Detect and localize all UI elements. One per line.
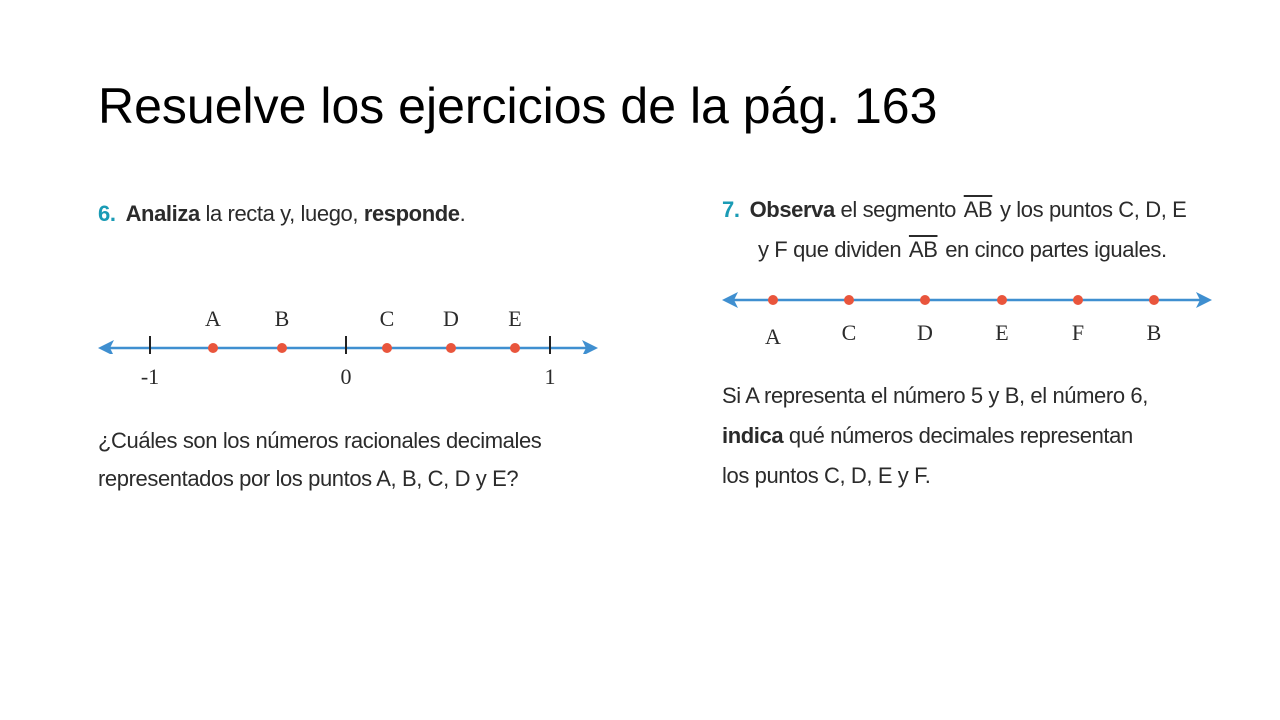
label-b: B — [1147, 320, 1162, 345]
label-d: D — [917, 320, 933, 345]
exercise-7-statement-line-1: 7. Observa el segmento AB y los puntos C,… — [722, 190, 1242, 230]
exercise-7-text: Si A representa el número 5 y B, el núme… — [722, 376, 1242, 496]
exercise-6-question: ¿Cuáles son los números racionales decim… — [98, 422, 658, 498]
point-c — [382, 343, 392, 353]
tick-label-1: 1 — [545, 364, 556, 389]
exercise-6: 6. Analiza la recta y, luego, responde. A… — [98, 194, 658, 498]
point-b — [277, 343, 287, 353]
exercise-7-line-2-end: en cinco partes iguales. — [939, 237, 1167, 262]
exercise-7-verb-indica: indica — [722, 423, 784, 448]
exercise-6-statement: 6. Analiza la recta y, luego, responde. — [98, 194, 658, 234]
exercise-7-number: 7. — [722, 197, 740, 222]
exercise-7-text-line-2: indica qué números decimales representan — [722, 416, 1242, 456]
exercise-7-text-line-3: los puntos C, D, E y F. — [722, 463, 931, 488]
exercise-6-tick-labels: -1 0 1 — [141, 364, 556, 389]
right-arrow-icon — [1196, 292, 1212, 308]
segment-ab-label-2: AB — [908, 237, 938, 262]
exercise-7-line-1-mid: el segmento — [834, 197, 962, 222]
right-arrow-icon — [582, 340, 598, 354]
point-d — [446, 343, 456, 353]
exercise-7-number-line: A C D E F B — [722, 292, 1212, 349]
exercise-6-statement-end: . — [459, 201, 466, 226]
slide-title: Resuelve los ejercicios de la pág. 163 — [98, 78, 938, 134]
point-c — [844, 295, 854, 305]
exercise-6-verb-analiza: Analiza — [125, 201, 201, 226]
exercise-6-verb-responde: responde — [363, 201, 460, 226]
point-e — [997, 295, 1007, 305]
point-e — [510, 343, 520, 353]
tick-label-0: 0 — [341, 364, 352, 389]
point-b — [1149, 295, 1159, 305]
exercise-6-number-line: A B C D E — [98, 306, 598, 354]
label-f: F — [1072, 320, 1084, 345]
exercise-7-verb-observa: Observa — [749, 197, 836, 222]
exercise-7: 7. Observa el segmento AB y los puntos C,… — [722, 190, 1242, 496]
label-a: A — [205, 306, 221, 331]
exercise-6-question-line-2: representados por los puntos A, B, C, D … — [98, 466, 519, 491]
exercise-7-line-2-start: y F que dividen — [758, 237, 907, 262]
label-e: E — [508, 306, 521, 331]
label-d: D — [443, 306, 459, 331]
segment-ab-label: AB — [963, 197, 993, 222]
exercise-7-statement-line-2: y F que dividen AB en cinco partes igual… — [722, 230, 1242, 270]
label-e: E — [995, 320, 1008, 345]
exercise-7-text-line-2-rest: qué números decimales representan — [783, 423, 1133, 448]
label-c: C — [842, 320, 857, 345]
exercise-7-line-1-end: y los puntos C, D, E — [994, 197, 1187, 222]
point-a — [768, 295, 778, 305]
exercise-6-number: 6. — [98, 201, 116, 226]
point-f — [1073, 295, 1083, 305]
tick-label-minus-1: -1 — [141, 364, 159, 389]
left-arrow-icon — [722, 292, 738, 308]
point-d — [920, 295, 930, 305]
exercise-6-statement-mid: la recta y, luego, — [199, 201, 364, 226]
label-b: B — [275, 306, 290, 331]
exercise-7-text-line-1: Si A representa el número 5 y B, el núme… — [722, 383, 1148, 408]
label-c: C — [380, 306, 395, 331]
label-a: A — [765, 324, 781, 349]
left-arrow-icon — [98, 340, 114, 354]
exercise-6-question-line-1: ¿Cuáles son los números racionales decim… — [98, 428, 542, 453]
point-a — [208, 343, 218, 353]
